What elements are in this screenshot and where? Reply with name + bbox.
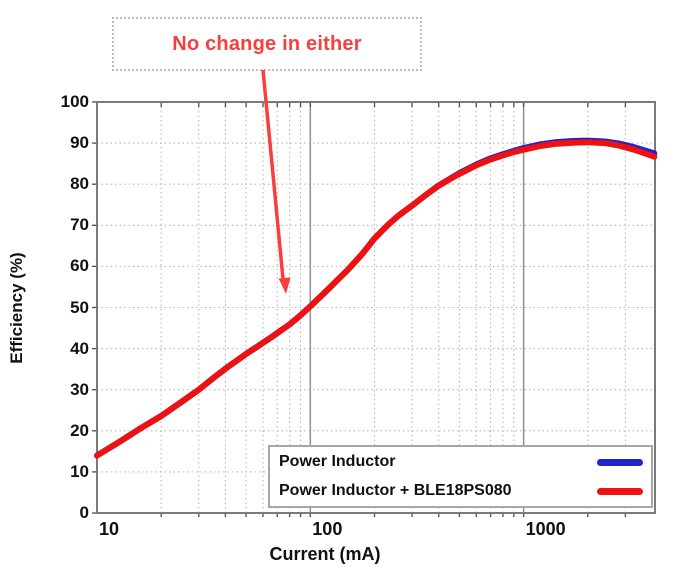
x-tick-label: 100 (312, 519, 343, 539)
legend-row-power-inductor: Power Inductor (279, 449, 643, 475)
y-tick-label: 20 (70, 420, 89, 440)
legend-swatch-blue-line (597, 458, 643, 466)
y-tick-label: 50 (70, 297, 89, 317)
y-tick-label: 100 (60, 92, 89, 111)
y-tick-label: 0 (79, 503, 89, 522)
annotation-arrow-icon (261, 69, 291, 294)
legend-label-power-inductor-ble: Power Inductor + BLE18PS080 (279, 482, 512, 499)
series-line-0 (94, 137, 658, 459)
y-tick-label: 80 (70, 174, 89, 194)
legend: Power Inductor Power Inductor + BLE18PS0… (268, 445, 653, 508)
annotation-text: No change in either (172, 32, 362, 55)
plot-frame (96, 101, 656, 514)
y-tick-label: 30 (70, 379, 89, 399)
y-tick-label: 60 (70, 256, 89, 276)
y-tick-label: 70 (70, 215, 89, 235)
y-tick-label: 40 (70, 338, 89, 358)
y-tick-label: 10 (70, 461, 89, 481)
legend-swatch-red-line (597, 487, 643, 495)
x-tick-label: 10 (99, 519, 120, 539)
series-line-1 (94, 139, 658, 459)
y-tick-label: 90 (70, 133, 89, 153)
x-axis-title: Current (mA) (269, 544, 381, 564)
legend-label-power-inductor: Power Inductor (279, 453, 396, 470)
y-axis-title: Efficiency (%) (7, 252, 26, 364)
data-series (94, 137, 658, 459)
legend-row-power-inductor-ble: Power Inductor + BLE18PS080 (279, 478, 643, 504)
annotation-callout-box: No change in either (112, 17, 422, 71)
x-tick-label: 1000 (525, 519, 566, 539)
